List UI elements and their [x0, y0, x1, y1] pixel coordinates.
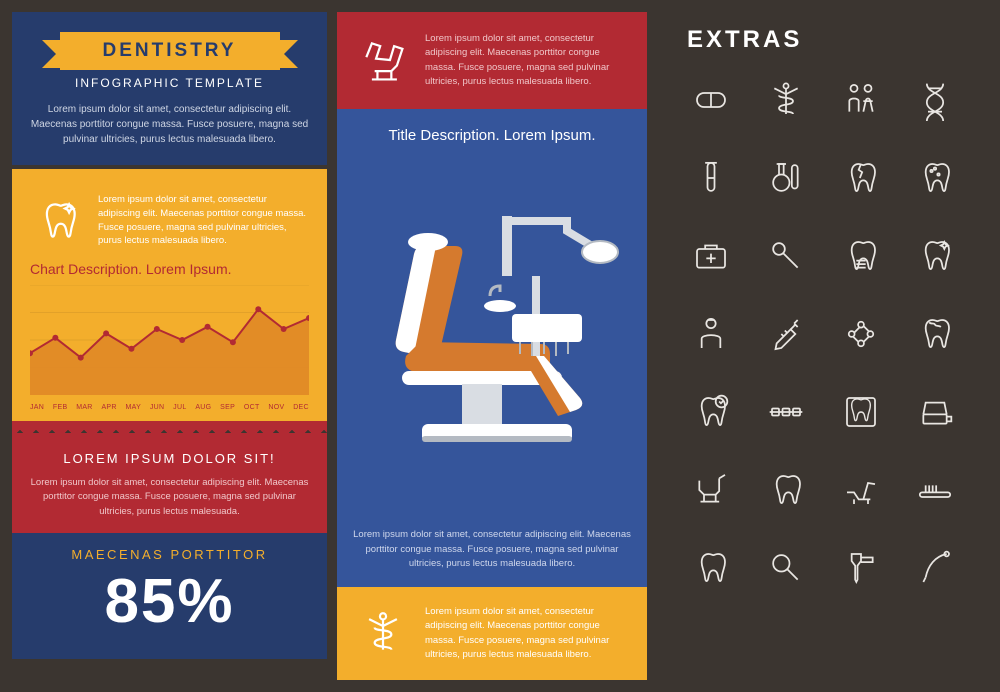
zigzag-divider [12, 421, 327, 433]
mid-blue-block: Title Description. Lorem Ipsum. [337, 109, 647, 587]
mid-blue-body: Lorem ipsum dolor sit amet, consectetur … [353, 528, 631, 571]
tooth-sparkle-icon [30, 193, 86, 249]
extras-title: EXTRAS [687, 26, 970, 54]
stat-value: 85% [12, 566, 327, 637]
dental-mirror-icon [762, 232, 810, 280]
mid-blue-title: Title Description. Lorem Ipsum. [353, 127, 631, 144]
hero-body: Lorem ipsum dolor sit amet, consectetur … [30, 102, 309, 147]
chart-title: Chart Description. Lorem Ipsum. [30, 261, 309, 277]
chart-block: Lorem ipsum dolor sit amet, consectetur … [12, 177, 327, 421]
caduceus-icon [355, 605, 411, 661]
month-label: JUN [150, 404, 165, 411]
month-label: OCT [244, 404, 260, 411]
hero-block: DENTISTRY INFOGRAPHIC TEMPLATE Lorem ips… [12, 12, 327, 165]
dentist-icon [687, 310, 735, 358]
chair-small-icon [687, 466, 735, 514]
mid-red-block: Lorem ipsum dolor sit amet, consectetur … [337, 12, 647, 109]
mid-orange-block: Lorem ipsum dolor sit amet, consectetur … [337, 587, 647, 680]
mid-column: Lorem ipsum dolor sit amet, consectetur … [337, 12, 647, 680]
test-tube-icon [687, 154, 735, 202]
area-line-chart [30, 285, 309, 395]
ribbon-text: DENTISTRY [60, 32, 280, 70]
month-label: JAN [30, 404, 44, 411]
recliner-icon [837, 466, 885, 514]
month-label: AUG [195, 404, 211, 411]
zigzag-divider [12, 165, 327, 177]
pill-icon [687, 76, 735, 124]
red-title: LOREM IPSUM DOLOR SIT! [30, 451, 309, 466]
tooth-icon [687, 544, 735, 592]
month-label: FEB [53, 404, 68, 411]
extras-column: EXTRAS [657, 12, 988, 680]
braces-icon [762, 388, 810, 436]
mid-red-body: Lorem ipsum dolor sit amet, consectetur … [425, 32, 629, 89]
pick-icon [911, 544, 959, 592]
dentist-chair-illustration [353, 154, 631, 518]
red-body: Lorem ipsum dolor sit amet, consectetur … [30, 476, 309, 519]
toothbrush-icon [911, 466, 959, 514]
people-icon [837, 76, 885, 124]
stat-block: MAECENAS PORTTITOR 85% [12, 533, 327, 659]
month-label: APR [101, 404, 116, 411]
hero-subtitle: INFOGRAPHIC TEMPLATE [30, 76, 309, 90]
mid-orange-body: Lorem ipsum dolor sit amet, consectetur … [425, 605, 629, 662]
chart-x-labels: JAN FEB MAR APR MAY JUN JUL AUG SEP OCT NOV DEC [30, 404, 309, 411]
month-label: MAR [76, 404, 92, 411]
tooth-sparkle-icon [911, 232, 959, 280]
left-column: DENTISTRY INFOGRAPHIC TEMPLATE Lorem ips… [12, 12, 327, 680]
toothpaste-icon [911, 388, 959, 436]
month-label: NOV [268, 404, 284, 411]
magnifier-icon [762, 544, 810, 592]
stat-label: MAECENAS PORTTITOR [12, 547, 327, 562]
chart-body-text: Lorem ipsum dolor sit amet, consectetur … [98, 193, 309, 249]
infographic-stage: DENTISTRY INFOGRAPHIC TEMPLATE Lorem ips… [0, 0, 1000, 692]
red-block: LOREM IPSUM DOLOR SIT! Lorem ipsum dolor… [12, 433, 327, 533]
month-label: MAY [126, 404, 142, 411]
icon-grid [681, 72, 970, 596]
implant-icon [837, 232, 885, 280]
tooth-crack-icon [837, 154, 885, 202]
tooth-icon [762, 466, 810, 514]
xray-icon [837, 388, 885, 436]
month-label: DEC [293, 404, 309, 411]
tooth-cavities-icon [911, 154, 959, 202]
month-label: SEP [220, 404, 235, 411]
molecule-icon [837, 310, 885, 358]
drill-icon [837, 544, 885, 592]
tooth-decay-icon [911, 310, 959, 358]
tooth-shield-icon [687, 388, 735, 436]
first-aid-icon [687, 232, 735, 280]
month-label: JUL [173, 404, 186, 411]
flask-tube-icon [762, 154, 810, 202]
dna-icon [911, 76, 959, 124]
title-ribbon: DENTISTRY [60, 32, 280, 70]
syringe-icon [762, 310, 810, 358]
dentist-chair-icon [355, 32, 411, 88]
caduceus-icon [762, 76, 810, 124]
